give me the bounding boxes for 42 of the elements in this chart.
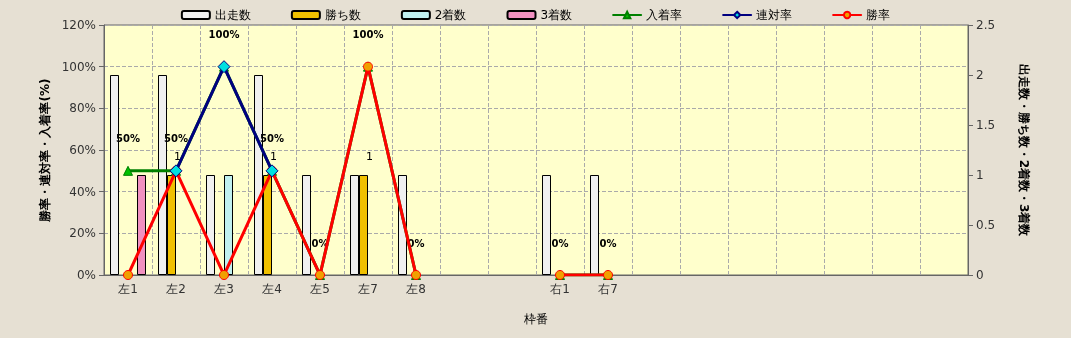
legend-label: 勝ち数 [324, 8, 361, 22]
y-tick-label: 100% [61, 59, 96, 74]
y-axis-title: 勝率・連対率・入着率(%) [37, 78, 52, 223]
x-tick-label: 左1 [118, 282, 138, 296]
point [123, 165, 133, 176]
legend-label: 2着数 [434, 8, 467, 22]
y2-tick-label: 1.5 [976, 118, 996, 132]
y-tick-label: 40% [69, 184, 96, 199]
y-tick-label: 60% [69, 143, 96, 157]
x-tick-label: 左7 [358, 282, 378, 296]
point [123, 270, 133, 280]
legend-label: 3着数 [540, 8, 573, 22]
data-label: 1 [174, 150, 181, 163]
y-tick-label: 0% [76, 268, 96, 282]
y-tick-label: 20% [69, 226, 96, 241]
x-tick-label: 左4 [262, 282, 282, 296]
data-label: 100% [352, 29, 384, 41]
data-label: 0% [551, 237, 569, 249]
y-tick-label: 120% [61, 18, 96, 32]
x-tick-label: 左3 [214, 282, 234, 296]
data-label: 0% [599, 237, 617, 249]
x-tick-label: 左8 [406, 282, 426, 296]
data-label: 1 [270, 150, 277, 163]
x-tick-label: 右7 [598, 282, 618, 296]
y2-tick-label: 2.5 [976, 18, 996, 32]
legend-label: 連対率 [756, 8, 793, 22]
y2-tick-label: 0.5 [976, 218, 996, 232]
data-label: 100% [208, 29, 240, 41]
point [219, 270, 229, 280]
y2-tick-label: 1 [976, 168, 984, 182]
x-tick-label: 右1 [550, 282, 570, 296]
x-tick-label: 左5 [310, 282, 330, 296]
x-tick-label: 左2 [166, 282, 186, 296]
data-label: 1 [366, 150, 373, 163]
legend-label: 出走数 [214, 8, 251, 22]
y-tick-label: 80% [69, 101, 96, 116]
y2-tick-label: 0 [976, 268, 984, 282]
legend-label: 入着率 [646, 8, 683, 22]
y2-axis-title: 出走数・勝ち数・2着数・3着数 [1017, 63, 1031, 238]
y2-tick-label: 2 [976, 68, 984, 82]
x-axis-title: 枠番 [523, 312, 548, 326]
legend-label: 勝率 [866, 8, 891, 22]
